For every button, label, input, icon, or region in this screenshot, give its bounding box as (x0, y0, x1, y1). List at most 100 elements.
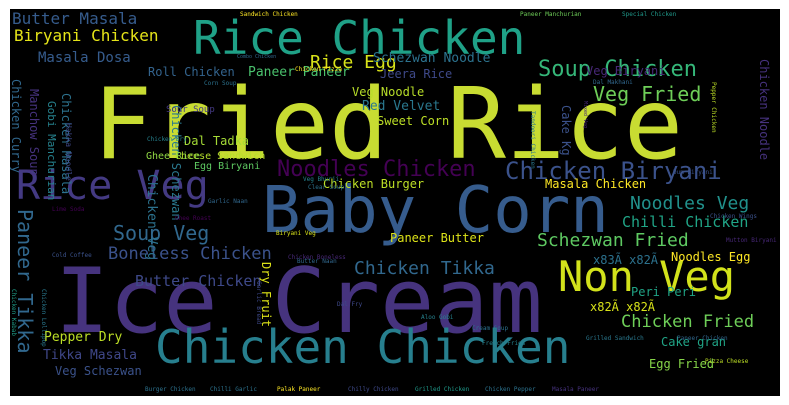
word-paneer-butter: Paneer Butter (390, 231, 484, 245)
word-chicken-dry: Chicken Dry (147, 136, 187, 143)
word-schezwan-noodle: Schezwan Noodle (373, 51, 491, 66)
word-french-fries: French Fries (482, 340, 526, 347)
word-pepper-chicken: Pepper Chicken (710, 82, 717, 133)
word-x83-x82: x83Ã x82Ã (593, 253, 659, 267)
word-schezwan-fried: Schezwan Fried (537, 230, 689, 251)
word-mutton-biryani: Mutton Biryani (726, 237, 777, 244)
word-cake-kg: Cake Kg (559, 105, 573, 156)
word-chilli-garlic: Chilli Garlic (210, 386, 257, 393)
word-cheese-sandwich: Cheese Sandwich (175, 151, 266, 162)
word-gobi-manchurian: Gobi Manchurian (45, 101, 58, 201)
word-ice-cream: Ice Cream (55, 249, 543, 354)
word-rice-veg: Rice Veg (16, 163, 209, 209)
word-dal-makhani: Dal Makhani (593, 79, 633, 86)
word-chicken-veg: Chicken Veg (144, 174, 159, 261)
word-grilled-chicken: Grilled Chicken (415, 386, 470, 393)
word-chicken-masala: Chicken Masala (59, 93, 73, 195)
word-sweet-corn: Sweet Corn (377, 114, 450, 128)
word-chicken-noodle: Chicken Noodle (757, 59, 771, 161)
word-chilly-chicken: Chilly Chicken (348, 386, 399, 393)
word-biryani-chicken: Biryani Chicken (14, 26, 159, 45)
word-veg-fried: Veg Fried (593, 82, 702, 106)
word-corn-soup: Corn Soup (204, 80, 237, 87)
word-paneer-chicken: Paneer Chicken (677, 335, 728, 342)
word-masala-chicken: Masala Chicken (545, 177, 647, 191)
word-chicken-curry: Chicken Curry (10, 79, 23, 173)
word-chicken-pizza: Chicken Pizza (295, 66, 342, 73)
word-masala-paneer: Masala Paneer (552, 386, 599, 393)
word-combo-chicken: Combo Chicken (237, 54, 277, 60)
word-masala-dosa: Masala Dosa (38, 50, 131, 66)
word-cake-gran: Cake gran (661, 335, 727, 349)
word-boneless-chicken: Boneless Chicken (108, 244, 272, 264)
word-red-velvet: Red Velvet (362, 99, 441, 114)
word-special-chicken: Special Chicken (622, 11, 677, 18)
word-ghee-rice: Ghee Rice (146, 151, 201, 162)
word-hakka-noodle: Hakka Noodle (64, 123, 73, 181)
word-burger-chicken: Burger Chicken (145, 386, 196, 393)
word-garlic-naan: Garlic Naan (208, 198, 248, 205)
word-butter-masala: Butter Masala (12, 9, 138, 28)
word-pepper-dry: Pepper Dry (44, 330, 123, 345)
word-fried-rice: Fried Rice (93, 68, 684, 182)
word-chicken-chicken: Chicken Chicken (155, 320, 571, 374)
word-cloud: Fried Rice Ice Cream Baby Corn Rice Chicken… (10, 9, 780, 396)
word-butter-naan: Butter Naan (297, 258, 337, 265)
word-dal-tadka: Dal Tadka (184, 134, 250, 148)
word-manchow-soup: Manchow Soup (27, 89, 41, 176)
word-biryani-veg: Biryani Veg (276, 230, 316, 237)
word-veg-noodle: Veg Noodle (352, 85, 425, 99)
word-chicken-pepper: Chicken Pepper (485, 386, 536, 393)
word-ghee-roast: Ghee Roast (175, 215, 212, 222)
word-clear-soup: Clear Soup (308, 184, 345, 191)
word-egg-fried: Egg Fried (649, 357, 715, 371)
word-dal-fry: Dal Fry (337, 301, 363, 308)
word-cream-soup: Cream Soup (472, 325, 509, 332)
word-x82-x82: x82Ã x82Ã (590, 300, 656, 314)
word-mixed-veg: Mixed Veg (582, 101, 588, 129)
word-palak-paneer: Palak Paneer (277, 386, 321, 393)
word-egg-biryani: Egg Biryani (194, 161, 261, 172)
word-soup-veg: Soup Veg (113, 221, 210, 245)
word-garlic-bread: Garlic Bread (255, 281, 262, 325)
word-rice-egg: Rice Egg (310, 52, 397, 73)
word-cold-coffee: Cold Coffee (52, 252, 92, 259)
word-chicken-burger: Chicken Burger (323, 177, 425, 191)
word-paneer-paneer: Paneer Paneer (248, 65, 350, 80)
word-dum-biryani: Dum Biryani (673, 169, 713, 176)
word-soup-chicken: Soup Chicken (538, 57, 697, 82)
word-sandwich-chicken: Sandwich Chicken (240, 11, 298, 18)
word-noodles-chicken: Noodles Chicken (277, 157, 476, 182)
word-chicken-tikka: Chicken Tikka (354, 258, 495, 279)
word-rice-chicken: Rice Chicken (193, 11, 526, 65)
word-roll-chicken: Roll Chicken (148, 65, 235, 79)
word-peri-peri: Peri Peri (631, 285, 697, 299)
word-lime-soda: Lime Soda (52, 206, 85, 213)
word-paneer-tikka: Paneer Tikka (13, 209, 37, 354)
word-sour-soup: Sour Soup (166, 105, 215, 115)
word-baby-corn: Baby Corn (262, 174, 609, 248)
word-chicken-kabab: Chicken Kabab (10, 289, 17, 336)
word-chilli-chicken: Chilli Chicken (622, 213, 749, 231)
word-chicken-fried: Chicken Fried (621, 312, 755, 332)
word-noodles-veg: Noodles Veg (630, 193, 750, 214)
word-butter-chicken: Butter Chicken (135, 272, 262, 290)
word-dry-fruit: Dry Fruit (259, 262, 273, 328)
word-pizza-cheese: Pizza Cheese (705, 358, 749, 365)
word-paneer-manchurian: Paneer Manchurian (520, 11, 582, 18)
word-tikka-masala: Tikka Masala (43, 348, 137, 363)
word-veg-schezwan: Veg Schezwan (55, 364, 142, 378)
word-grilled-sandwich: Grilled Sandwich (586, 335, 644, 342)
word-veg-bhurji: Veg Bhurji (303, 176, 340, 183)
word-chicken-schezwan: Chicken Schezwan (169, 105, 183, 221)
word-tandoori-chicken: Tandoori Chicken (529, 111, 536, 169)
word-chicken-biryani: Chicken Biryani (505, 157, 722, 185)
word-aloo-gobi: Aloo Gobi (421, 314, 454, 321)
word-veg-biryani: Veg Biryani (586, 64, 666, 78)
word-non-veg: Non Veg (558, 252, 736, 301)
word-jeera-rice: Jeera Rice (380, 67, 453, 81)
word-chicken-boneless: Chicken Boneless (288, 254, 346, 261)
word-chicken-lollipop: Chicken Lollipop (40, 289, 47, 347)
word-chicken-wings: Chicken Wings (710, 213, 757, 220)
word-noodles-egg: Noodles Egg (671, 250, 751, 264)
